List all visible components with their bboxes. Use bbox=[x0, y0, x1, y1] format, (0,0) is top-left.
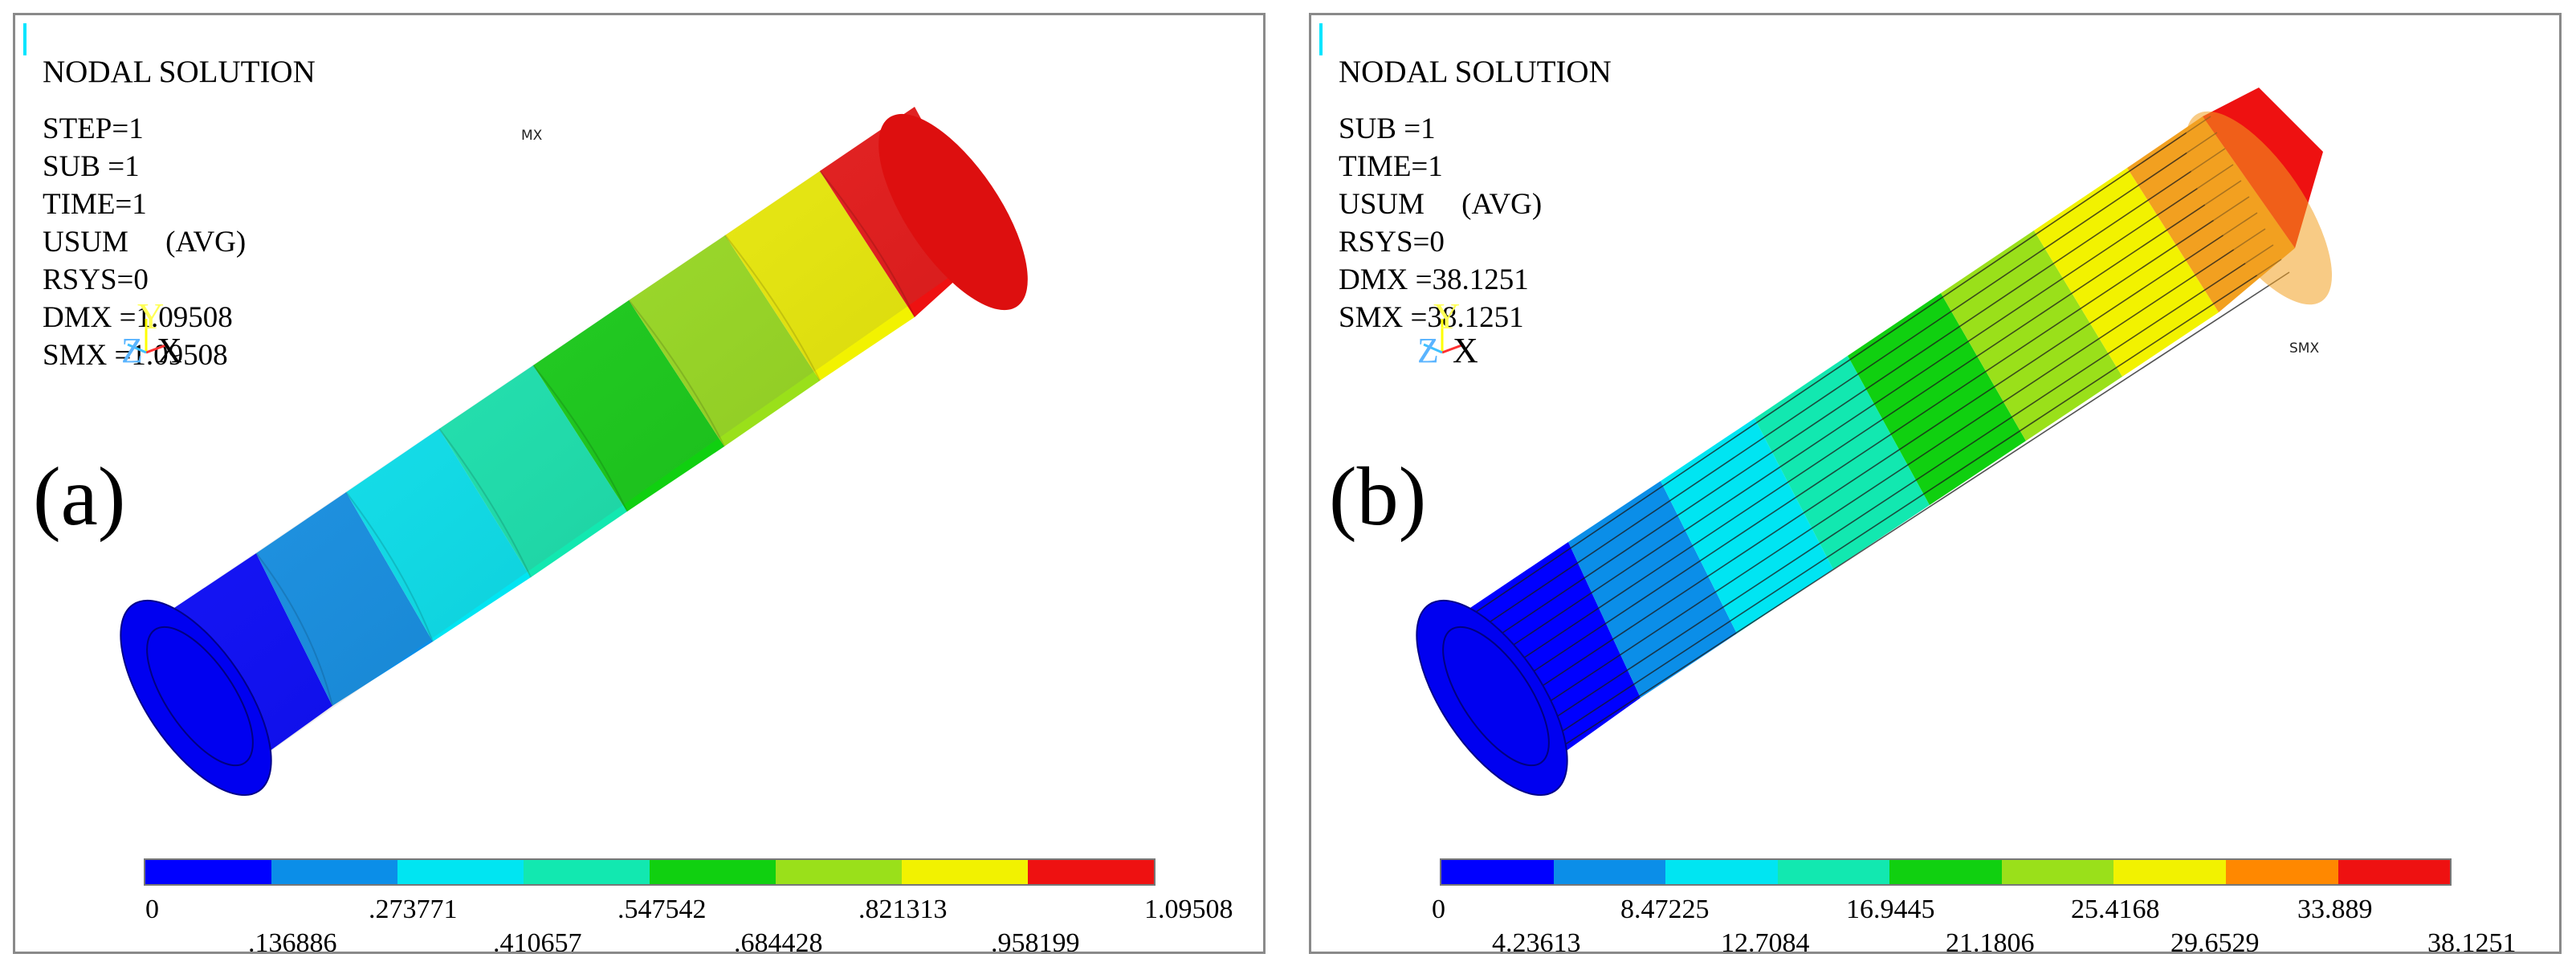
legend-swatch bbox=[524, 860, 650, 884]
ansys-marker bbox=[23, 23, 26, 55]
color-legend bbox=[144, 858, 1156, 886]
legend-swatch bbox=[902, 860, 1028, 884]
end-cap-right bbox=[878, 113, 1028, 311]
axis-x-label: X bbox=[1453, 331, 1478, 370]
param-line: SMX =38.1251 bbox=[1339, 301, 1524, 334]
param-line: SMX =1.09508 bbox=[43, 339, 228, 372]
param-line: RSYS=0 bbox=[1339, 226, 1445, 259]
axis-triad bbox=[127, 319, 169, 354]
axis-z-label: Z bbox=[1417, 331, 1439, 370]
legend-swatch bbox=[1889, 860, 2002, 884]
param-line: RSYS=0 bbox=[43, 263, 149, 296]
panel-label: (b) bbox=[1329, 450, 1427, 543]
panel-label: (a) bbox=[33, 450, 126, 543]
mesh-lines bbox=[1455, 116, 2290, 776]
param-line: SUB =1 bbox=[1339, 112, 1436, 145]
color-legend bbox=[1440, 858, 2452, 886]
param-line: TIME=1 bbox=[43, 188, 147, 221]
cylinder-model: Y Z X SMX bbox=[1416, 88, 2333, 797]
param-line: USUM (AVG) bbox=[1339, 188, 1543, 221]
displacement-bands bbox=[160, 107, 991, 778]
ansys-marker bbox=[1319, 23, 1323, 55]
legend-swatch bbox=[1665, 860, 1778, 884]
end-cap-left bbox=[120, 599, 272, 797]
legend-swatch bbox=[1553, 860, 1666, 884]
legend-swatch bbox=[1028, 860, 1154, 884]
max-marker: MX bbox=[521, 128, 543, 144]
param-line: SUB =1 bbox=[43, 150, 140, 183]
axis-triad bbox=[1423, 319, 1465, 354]
plot-title: NODAL SOLUTION bbox=[1339, 55, 1612, 89]
param-line: DMX =38.1251 bbox=[1339, 263, 1529, 296]
panel-a: NODAL SOLUTION STEP=1 SUB =1 TIME=1 USUM… bbox=[13, 13, 1266, 954]
legend-swatch bbox=[2338, 860, 2451, 884]
legend-swatch bbox=[271, 860, 397, 884]
param-line: USUM (AVG) bbox=[43, 226, 247, 259]
end-cap-right bbox=[2185, 111, 2333, 305]
cylinder-model: Y Z X MX bbox=[120, 107, 1028, 797]
plot-title: NODAL SOLUTION bbox=[43, 55, 316, 89]
max-marker: SMX bbox=[2289, 340, 2319, 357]
legend-swatch bbox=[1441, 860, 1554, 884]
solution-parameters: SUB =1 TIME=1 USUM (AVG) RSYS=0 DMX =38.… bbox=[1339, 110, 1542, 336]
legend-swatch bbox=[650, 860, 776, 884]
param-line: TIME=1 bbox=[1339, 150, 1443, 183]
axis-z-label: Z bbox=[121, 331, 143, 370]
solution-parameters: STEP=1 SUB =1 TIME=1 USUM (AVG) RSYS=0 D… bbox=[43, 110, 246, 374]
panel-b: NODAL SOLUTION SUB =1 TIME=1 USUM (AVG) … bbox=[1309, 13, 2562, 954]
legend-swatch bbox=[776, 860, 902, 884]
legend-swatch bbox=[2113, 860, 2226, 884]
legend-swatch bbox=[145, 860, 271, 884]
axis-x-label: X bbox=[157, 331, 182, 370]
legend-swatch bbox=[1777, 860, 1890, 884]
param-line: STEP=1 bbox=[43, 112, 144, 145]
axis-y-label: Y bbox=[137, 296, 164, 336]
legend-swatch bbox=[397, 860, 524, 884]
end-cap-left bbox=[1416, 599, 1568, 797]
axis-y-label: Y bbox=[1433, 296, 1460, 336]
param-line: DMX =1.09508 bbox=[43, 301, 233, 334]
legend-swatch bbox=[2225, 860, 2338, 884]
legend-swatch bbox=[2001, 860, 2114, 884]
